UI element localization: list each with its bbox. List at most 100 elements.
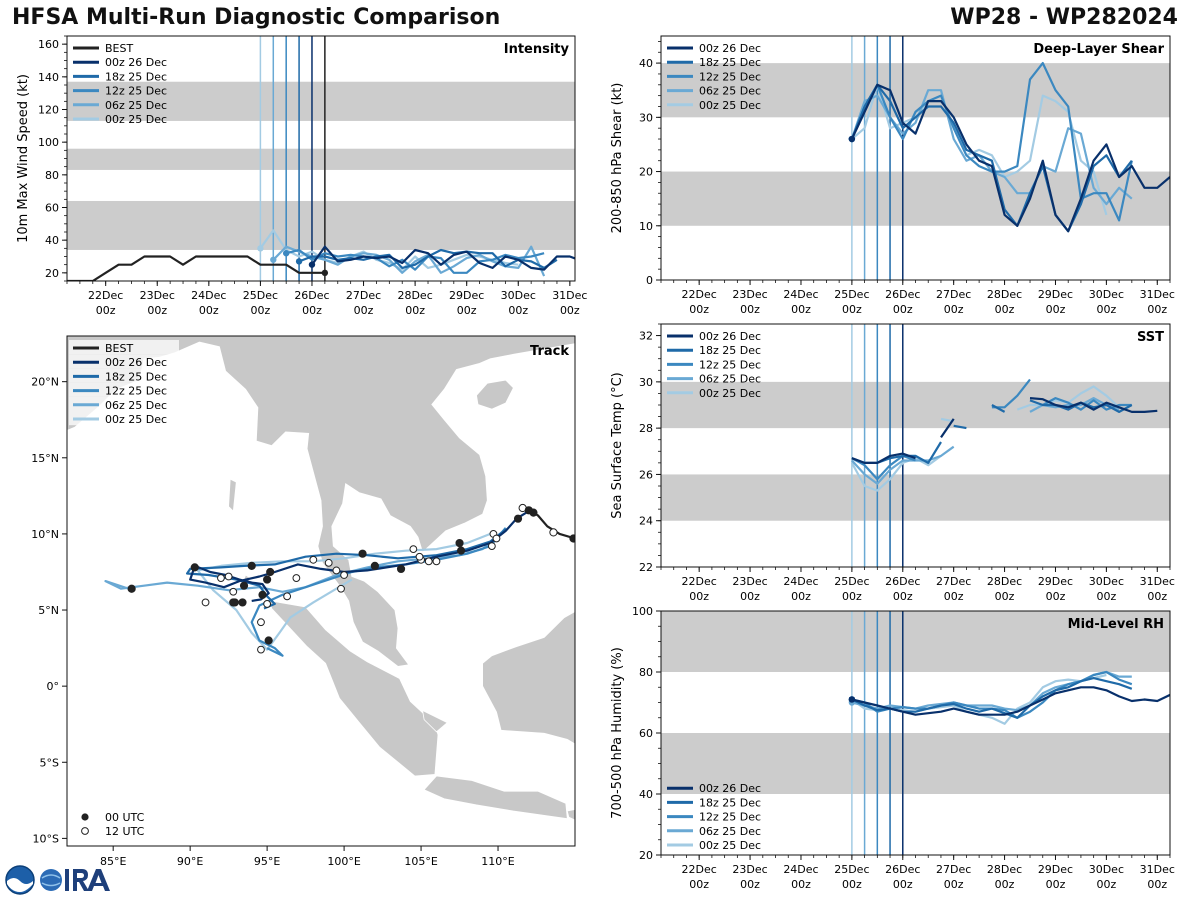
panel-title: Intensity <box>504 42 570 57</box>
legend-label: 00z 25 Dec <box>105 113 167 126</box>
legend-label: 06z 25 Dec <box>699 85 761 98</box>
y-tick-label: 20 <box>45 267 59 280</box>
legend-label: 00z 26 Dec <box>699 330 761 343</box>
legend-label: 12z 25 Dec <box>699 811 761 824</box>
legend-label: 18z 25 Dec <box>699 56 761 69</box>
x-tick-label-day: 31Dec <box>1140 288 1175 301</box>
y-axis-label: 200-850 hPa Shear (kt) <box>610 83 625 234</box>
x-tick-label-day: 27Dec <box>936 575 971 588</box>
series-line <box>953 424 967 430</box>
lon-tick-label: 90°E <box>177 855 203 868</box>
lon-tick-label: 100°E <box>327 855 360 868</box>
series-line <box>850 61 1133 222</box>
x-tick-label-hour: 00z <box>1147 590 1167 603</box>
series-line <box>851 445 955 485</box>
x-tick-label-day: 31Dec <box>1140 575 1175 588</box>
x-tick-label-day: 30Dec <box>1089 288 1124 301</box>
land-bali-lombok <box>566 809 575 821</box>
legend-label: 00z 26 Dec <box>699 42 761 55</box>
threshold-band <box>661 474 1170 521</box>
x-tick-label-day: 26Dec <box>294 289 329 302</box>
x-tick-label-day: 28Dec <box>987 288 1022 301</box>
series-line <box>850 455 942 492</box>
x-tick-label-day: 24Dec <box>783 575 818 588</box>
x-tick-label-day: 25Dec <box>834 575 869 588</box>
x-tick-label-day: 25Dec <box>834 863 869 876</box>
init-point <box>270 256 277 263</box>
x-tick-label-day: 28Dec <box>987 575 1022 588</box>
legend-label: 12 UTC <box>105 825 145 838</box>
legend-label: 00z 25 Dec <box>699 99 761 112</box>
threshold-band <box>661 171 1170 226</box>
init-point <box>257 245 264 252</box>
x-tick-label-day: 23Dec <box>732 575 767 588</box>
x-tick-label-hour: 00z <box>893 878 913 891</box>
legend-label: 00z 26 Dec <box>105 356 167 369</box>
x-tick-label-hour: 00z <box>791 878 811 891</box>
x-tick-label-hour: 00z <box>995 590 1015 603</box>
track-marker-00utc <box>370 561 379 570</box>
series-line <box>940 418 955 439</box>
legend-label: 18z 25 Dec <box>699 796 761 809</box>
legend-label: 06z 25 Dec <box>105 99 167 112</box>
x-tick-label-hour: 00z <box>302 304 322 317</box>
x-tick-label-hour: 00z <box>944 878 964 891</box>
track-marker-12utc <box>424 557 433 566</box>
track-marker-00utc <box>263 575 272 584</box>
y-tick-label: 40 <box>45 234 59 247</box>
y-tick-label: 40 <box>639 57 653 70</box>
x-tick-label-day: 23Dec <box>732 863 767 876</box>
track-marker-12utc <box>340 571 348 579</box>
init-point <box>848 696 856 703</box>
track-marker-00utc <box>230 598 239 607</box>
lat-tick-label: 10°S <box>33 832 59 845</box>
y-tick-label: 120 <box>38 104 59 117</box>
land-andaman-islands <box>228 478 237 512</box>
x-tick-label-hour: 00z <box>1046 878 1066 891</box>
track-marker-12utc <box>257 645 265 654</box>
x-tick-label-hour: 00z <box>1096 878 1116 891</box>
best-track-marker <box>524 506 533 515</box>
lat-tick-label: 0° <box>47 680 60 693</box>
track-marker-12utc <box>337 584 345 593</box>
threshold-band <box>67 81 575 121</box>
panel-title: Mid-Level RH <box>1068 617 1164 632</box>
y-tick-label: 0 <box>646 274 653 287</box>
legend-marker-12utc <box>81 827 89 835</box>
x-tick-label-day: 22Dec <box>682 288 717 301</box>
track-marker-00utc <box>127 584 136 593</box>
plot-area <box>848 36 1170 280</box>
x-tick-label-hour: 00z <box>842 878 862 891</box>
x-tick-label-day: 30Dec <box>501 289 536 302</box>
init-point <box>848 135 856 143</box>
best-track-line <box>67 255 325 281</box>
x-tick-label-day: 22Dec <box>682 863 717 876</box>
legend-backdrop <box>69 411 179 426</box>
legend-label: BEST <box>105 42 133 55</box>
x-tick-label-hour: 00z <box>96 304 116 317</box>
globe-icon <box>40 869 62 891</box>
x-tick-label-day: 22Dec <box>682 575 717 588</box>
legend-backdrop <box>69 354 179 369</box>
lat-tick-label: 20°N <box>31 376 59 389</box>
x-tick-label-hour: 00z <box>405 304 425 317</box>
x-tick-label-hour: 00z <box>944 303 964 316</box>
init-point <box>282 250 290 257</box>
track-marker-00utc <box>266 567 275 577</box>
x-tick-label-hour: 00z <box>560 304 580 317</box>
legend-label: 00z 26 Dec <box>699 782 761 795</box>
lat-tick-label: 15°N <box>31 452 59 465</box>
rh-panel: 20 40 60 80 100 22Dec 00z 23Dec 00z 24Dec 00z 25Dec… <box>610 605 1175 891</box>
legend-label: 18z 25 Dec <box>105 70 167 83</box>
x-tick-label-day: 26Dec <box>885 575 920 588</box>
x-tick-label-day: 31Dec <box>552 289 587 302</box>
track-marker-12utc <box>229 587 238 596</box>
track-marker-12utc <box>415 552 424 561</box>
x-tick-label-day: 28Dec <box>987 863 1022 876</box>
y-axis-label: Sea Surface Temp (°C) <box>610 372 625 519</box>
series-line <box>851 452 916 464</box>
y-axis-label: 700-500 hPa Humidity (%) <box>610 647 625 819</box>
map-frame <box>66 335 576 847</box>
x-tick-label-hour: 00z <box>1046 590 1066 603</box>
series-line <box>851 686 1170 716</box>
